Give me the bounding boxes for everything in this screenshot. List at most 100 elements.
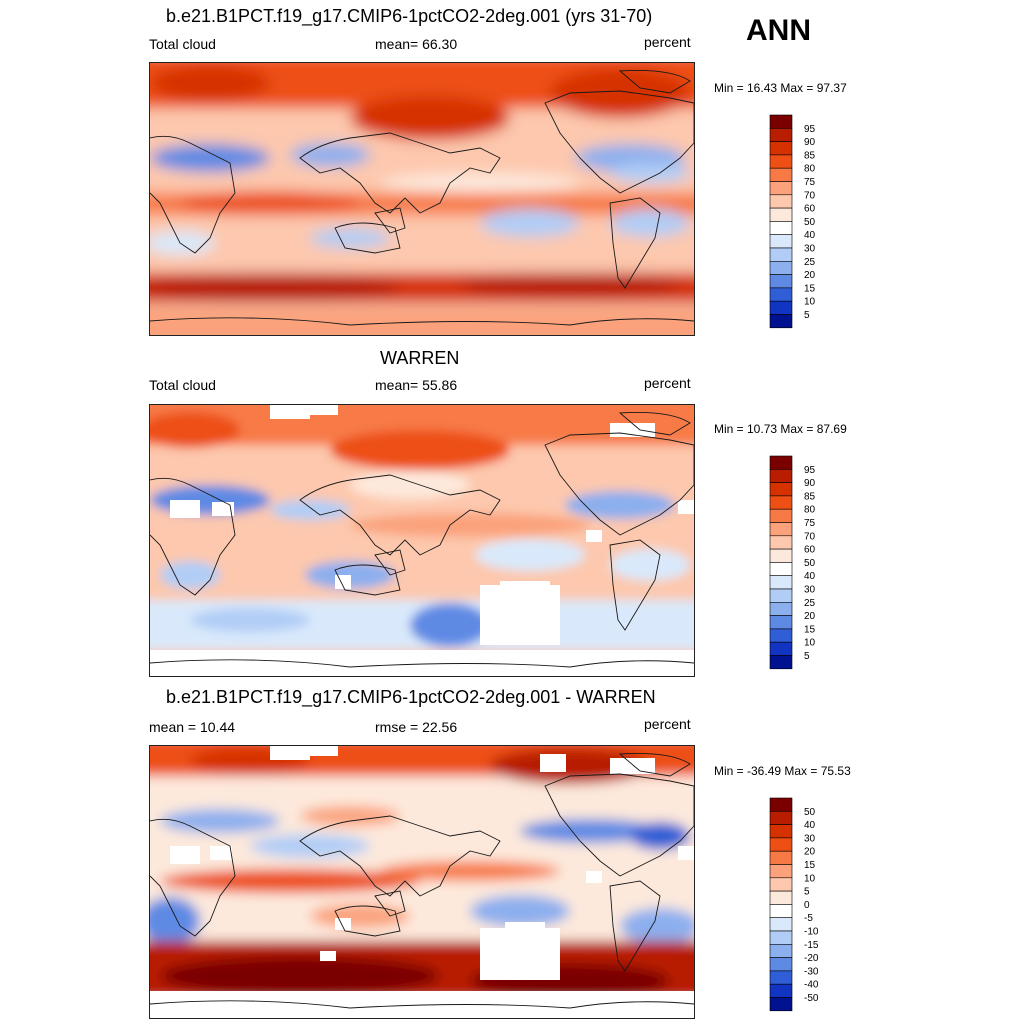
- colorbar-tick-label: 5: [804, 887, 810, 898]
- panel3-missing-data: [150, 746, 694, 1018]
- colorbar-box: [769, 588, 793, 603]
- colorbar-tick-label: -15: [804, 940, 819, 951]
- colorbar-tick-label: 40: [804, 230, 816, 241]
- colorbar-tick-label: 5: [804, 310, 810, 321]
- colorbar-box: [769, 508, 793, 523]
- colorbar-tick-label: 85: [804, 491, 816, 502]
- panel3-coastlines: [150, 753, 694, 1009]
- colorbar-tick-label: -20: [804, 953, 819, 964]
- colorbar-tick-label: -5: [804, 913, 813, 924]
- colorbar-box: [769, 141, 793, 156]
- colorbar-box: [769, 181, 793, 196]
- colorbar-box: [769, 641, 793, 656]
- panel3-colorbar: 50 40 30 20 15 10 5 0 -5 -10 -15 -20 -30 -40 -50: [769, 797, 830, 1012]
- panel2-colorbar: 95 90 85 80 75 70 60 50 40 30 25 20 15 10 5: [769, 455, 830, 670]
- colorbar-tick-label: 80: [804, 505, 816, 516]
- colorbar-tick-label: 30: [804, 833, 816, 844]
- panel3-difference-field: [150, 746, 694, 1018]
- colorbar-tick-label: 15: [804, 860, 816, 871]
- colorbar-tick-label: 40: [804, 571, 816, 582]
- colorbar-tick-label: 20: [804, 611, 816, 622]
- colorbar-box: [769, 114, 793, 129]
- panel1-colorbar: 95 90 85 80 75 70 60 50 40 30 25 20 15 10 5: [769, 114, 830, 329]
- colorbar-tick-label: -10: [804, 927, 819, 938]
- colorbar-box: [769, 469, 793, 483]
- panel3-rmse-label: rmse = 22.56: [375, 719, 458, 735]
- panel1-colorbar-svg: 95 90 85 80 75 70 60 50 40 30 25 20 15 10 5: [769, 114, 816, 329]
- colorbar-tick-label: 25: [804, 598, 816, 609]
- colorbar-box: [769, 154, 793, 169]
- panel3-title: b.e21.B1PCT.f19_g17.CMIP6-1pctCO2-2deg.0…: [166, 687, 656, 707]
- colorbar-box: [769, 850, 793, 865]
- colorbar-tick-label: 95: [804, 465, 816, 476]
- colorbar-tick-label: -30: [804, 966, 819, 977]
- panel1-map: [149, 62, 695, 336]
- colorbar-tick-label: 5: [804, 651, 810, 662]
- colorbar-box: [769, 615, 793, 630]
- colorbar-box: [769, 562, 793, 577]
- colorbar-tick-label: 75: [804, 177, 816, 188]
- colorbar-tick-label: 30: [804, 244, 816, 255]
- colorbar-box: [769, 970, 793, 985]
- colorbar-box: [769, 300, 793, 315]
- colorbar-box: [769, 904, 793, 919]
- colorbar-box: [769, 207, 793, 222]
- colorbar-box: [769, 234, 793, 249]
- colorbar-tick-label: 15: [804, 624, 816, 635]
- panel1-variable-label: Total cloud: [149, 36, 216, 52]
- colorbar-box: [769, 983, 793, 998]
- panel3-minmax-label: Min = -36.49 Max = 75.53: [714, 764, 851, 778]
- colorbar-box: [769, 944, 793, 958]
- colorbar-box: [769, 194, 793, 209]
- colorbar-box: [769, 495, 793, 510]
- colorbar-tick-label: 50: [804, 217, 816, 228]
- colorbar-tick-label: 60: [804, 545, 816, 556]
- colorbar-box: [769, 877, 793, 892]
- colorbar-tick-label: 75: [804, 518, 816, 529]
- colorbar-box: [769, 811, 793, 825]
- panel1-mean-label: mean= 66.30: [375, 36, 458, 52]
- colorbar-tick-label: 10: [804, 873, 816, 884]
- colorbar-box: [769, 628, 793, 643]
- panel3-units-label: percent: [644, 716, 691, 732]
- colorbar-box: [769, 247, 793, 262]
- colorbar-box: [769, 482, 793, 497]
- colorbar-tick-label: 20: [804, 270, 816, 281]
- colorbar-tick-label: -50: [804, 993, 819, 1004]
- colorbar-box: [769, 274, 793, 289]
- colorbar-box: [769, 128, 793, 142]
- colorbar-tick-label: 25: [804, 257, 816, 268]
- panel2-coastlines: [150, 412, 694, 668]
- colorbar-box: [769, 548, 793, 563]
- colorbar-box: [769, 535, 793, 550]
- colorbar-box: [769, 602, 793, 616]
- colorbar-tick-label: 10: [804, 297, 816, 308]
- colorbar-tick-label: 80: [804, 164, 816, 175]
- panel3-mean-label: mean = 10.44: [149, 719, 236, 735]
- colorbar-box: [769, 917, 793, 932]
- colorbar-tick-label: 90: [804, 137, 816, 148]
- colorbar-box: [769, 655, 793, 670]
- colorbar-tick-label: 30: [804, 585, 816, 596]
- colorbar-tick-label: -40: [804, 980, 819, 991]
- panel1-title: b.e21.B1PCT.f19_g17.CMIP6-1pctCO2-2deg.0…: [166, 6, 653, 26]
- panel1-coastlines: [150, 70, 694, 326]
- colorbar-box: [769, 167, 793, 182]
- colorbar-tick-label: 85: [804, 150, 816, 161]
- colorbar-tick-label: 70: [804, 531, 816, 542]
- season-label: ANN: [746, 14, 811, 47]
- panel1-cloud-field: [150, 63, 694, 335]
- panel2-colorbar-svg: 95 90 85 80 75 70 60 50 40 30 25 20 15 10 5: [769, 455, 816, 670]
- colorbar-box: [769, 575, 793, 590]
- panel2-mean-label: mean= 55.86: [375, 377, 458, 393]
- colorbar-box: [769, 957, 793, 972]
- colorbar-box: [769, 314, 793, 329]
- panel2-map: [149, 404, 695, 677]
- colorbar-tick-label: 40: [804, 820, 816, 831]
- panel2-cloud-field: [150, 405, 694, 676]
- colorbar-box: [769, 930, 793, 945]
- colorbar-tick-label: 50: [804, 558, 816, 569]
- colorbar-box: [769, 221, 793, 236]
- colorbar-box: [769, 261, 793, 275]
